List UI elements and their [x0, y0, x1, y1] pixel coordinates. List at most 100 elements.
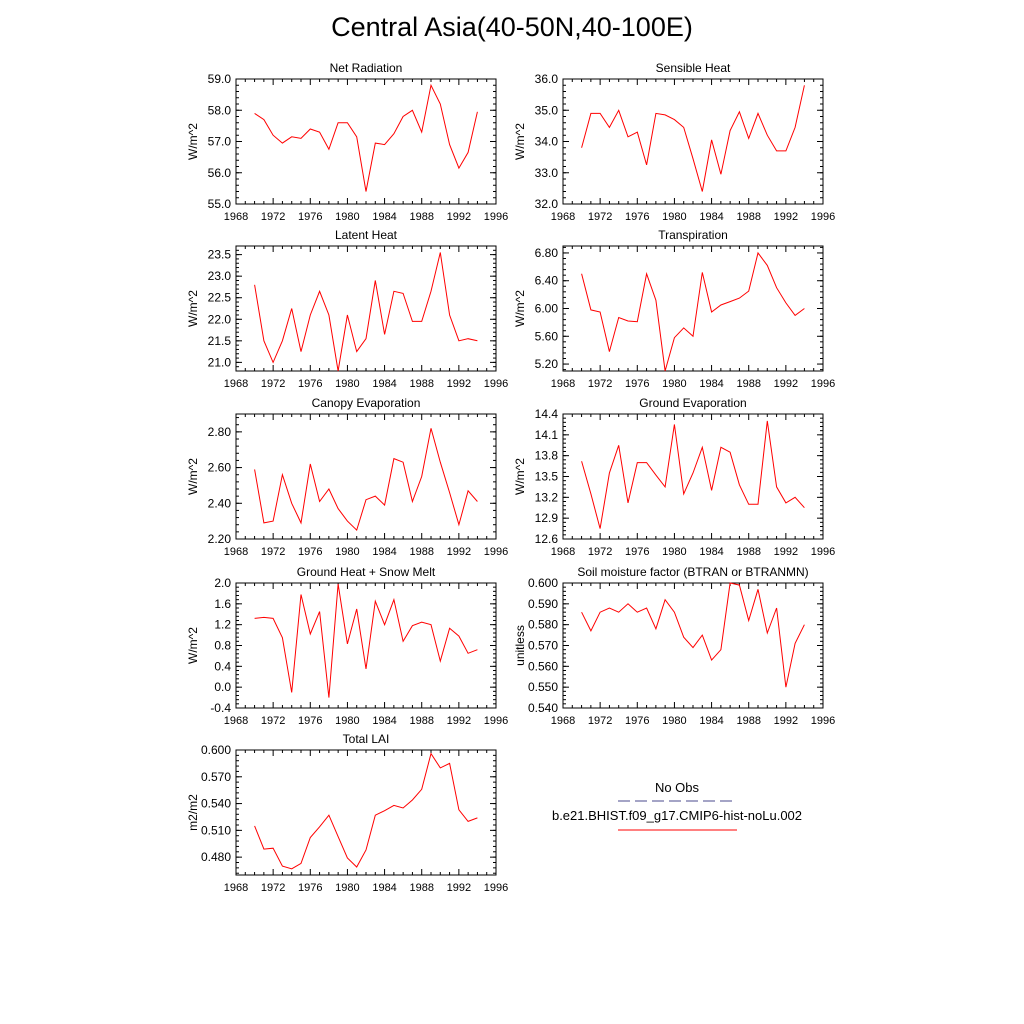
series-line [581, 85, 805, 192]
x-tick-label: 1988 [409, 546, 433, 558]
plot-frame [235, 413, 497, 540]
plot-frame [235, 78, 497, 205]
x-tick-label: 1988 [736, 378, 760, 390]
plot-frame [562, 78, 824, 205]
y-tick-label: 56.0 [208, 166, 232, 180]
x-tick-label: 1980 [662, 378, 686, 390]
x-tick-label: 1980 [335, 546, 359, 558]
y-axis-label: W/m^2 [186, 458, 200, 495]
y-tick-label: 6.00 [535, 302, 559, 316]
x-tick-label: 1996 [484, 211, 508, 223]
y-tick-label: 0.8 [214, 639, 231, 653]
x-tick-label: 1968 [224, 882, 248, 894]
chart-title: Ground Heat + Snow Melt [297, 565, 436, 579]
x-tick-label: 1984 [699, 546, 723, 558]
x-tick-label: 1972 [588, 546, 612, 558]
y-tick-label: 12.9 [535, 511, 559, 525]
x-tick-label: 1972 [261, 882, 285, 894]
x-tick-label: 1996 [811, 715, 835, 727]
y-tick-label: 21.0 [208, 355, 232, 369]
x-tick-label: 1992 [774, 715, 798, 727]
y-axis-label: m2/m2 [186, 794, 200, 831]
y-tick-label: 13.2 [535, 490, 559, 504]
chart-title: Soil moisture factor (BTRAN or BTRANMN) [577, 565, 808, 579]
chart-title: Ground Evaporation [639, 396, 746, 410]
x-tick-label: 1980 [335, 715, 359, 727]
y-tick-label: 6.40 [535, 274, 559, 288]
y-tick-label: 1.6 [214, 597, 231, 611]
x-tick-label: 1988 [409, 211, 433, 223]
x-tick-label: 1980 [662, 715, 686, 727]
x-tick-label: 1976 [298, 378, 322, 390]
y-tick-label: 0.0 [214, 680, 231, 694]
x-tick-label: 1976 [298, 546, 322, 558]
x-tick-label: 1968 [551, 546, 575, 558]
x-tick-label: 1996 [484, 546, 508, 558]
y-tick-label: 2.0 [214, 576, 231, 590]
y-tick-label: 0.510 [201, 823, 231, 837]
y-tick-label: 0.560 [528, 659, 558, 673]
chart-panel-9: Total LAI m2/m2 1968 1972 1976 1980 1984 1988 19… [186, 732, 508, 894]
x-tick-label: 1972 [261, 211, 285, 223]
x-tick-label: 1984 [372, 211, 396, 223]
x-tick-label: 1988 [736, 211, 760, 223]
y-tick-label: 12.6 [535, 532, 559, 546]
x-tick-label: 1984 [699, 715, 723, 727]
series-line [254, 252, 478, 372]
plot-frame [235, 749, 497, 876]
chart-panel-7: Ground Heat + Snow Melt W/m^2 1968 1972 1976… [186, 565, 508, 727]
y-tick-label: 0.590 [528, 597, 558, 611]
y-tick-label: 33.0 [535, 166, 559, 180]
y-tick-label: 2.20 [208, 532, 232, 546]
x-tick-label: 1988 [736, 546, 760, 558]
y-tick-label: 35.0 [535, 103, 559, 117]
y-tick-label: 0.540 [201, 797, 231, 811]
y-tick-label: 14.1 [535, 428, 559, 442]
series-line [254, 428, 478, 532]
series-line [581, 420, 805, 529]
x-tick-label: 1984 [372, 546, 396, 558]
x-tick-label: 1980 [335, 211, 359, 223]
x-tick-label: 1976 [625, 715, 649, 727]
plot-frame [235, 245, 497, 372]
x-tick-label: 1980 [335, 378, 359, 390]
x-tick-label: 1976 [298, 882, 322, 894]
x-tick-label: 1972 [261, 378, 285, 390]
y-tick-label: 58.0 [208, 103, 232, 117]
x-tick-label: 1968 [551, 715, 575, 727]
y-axis-label: W/m^2 [186, 627, 200, 664]
x-tick-label: 1988 [409, 378, 433, 390]
chart-panel-6: Ground Evaporation W/m^2 1968 1972 1976 1980 1… [513, 396, 835, 558]
x-tick-label: 1972 [588, 378, 612, 390]
x-tick-label: 1992 [447, 715, 471, 727]
x-tick-label: 1988 [736, 715, 760, 727]
y-tick-label: 0.600 [201, 743, 231, 757]
y-tick-label: 0.570 [201, 770, 231, 784]
x-tick-label: 1968 [551, 211, 575, 223]
x-tick-label: 1992 [774, 211, 798, 223]
y-tick-label: 0.550 [528, 680, 558, 694]
x-tick-label: 1996 [811, 546, 835, 558]
chart-panel-5: Canopy Evaporation W/m^2 1968 1972 1976 1980 1… [186, 396, 508, 558]
x-tick-label: 1992 [774, 546, 798, 558]
x-tick-label: 1996 [811, 378, 835, 390]
x-tick-label: 1988 [409, 715, 433, 727]
y-tick-label: 23.0 [208, 269, 232, 283]
x-tick-label: 1976 [625, 211, 649, 223]
x-tick-label: 1984 [372, 715, 396, 727]
chart-panel-4: Transpiration W/m^2 1968 1972 1976 1980 1984 19… [513, 228, 835, 390]
legend: No Obs b.e21.BHIST.f09_g17.CMIP6-hist-noL… [552, 780, 802, 831]
x-tick-label: 1972 [261, 715, 285, 727]
y-tick-label: 0.480 [201, 850, 231, 864]
x-tick-label: 1968 [224, 378, 248, 390]
y-tick-label: 57.0 [208, 135, 232, 149]
x-tick-label: 1992 [447, 882, 471, 894]
y-tick-label: 2.60 [208, 461, 232, 475]
chart-title: Canopy Evaporation [312, 396, 421, 410]
plot-frame [235, 582, 497, 709]
series-line [254, 583, 478, 698]
chart-panel-3: Latent Heat W/m^2 1968 1972 1976 1980 1984 1988… [186, 228, 508, 390]
y-axis-label: W/m^2 [513, 290, 527, 327]
x-tick-label: 1992 [447, 211, 471, 223]
